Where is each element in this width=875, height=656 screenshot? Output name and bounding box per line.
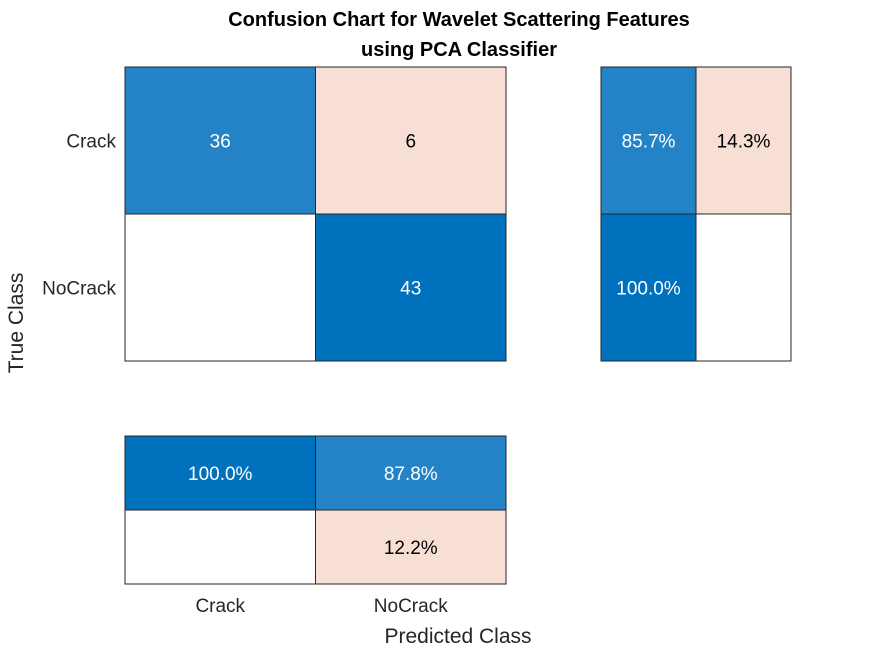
matrix-cell-0-0: [124, 66, 316, 215]
column-summary-cell-1-1-label: 12.2%: [384, 538, 438, 559]
row-summary-cell-1-0: [600, 213, 697, 362]
row-summary-cell-1-1: [695, 213, 792, 362]
row-summary-cell-0-0-label: 85.7%: [622, 132, 676, 153]
chart-title-line-2: using PCA Classifier: [361, 39, 557, 61]
chart-title-line-1: Confusion Chart for Wavelet Scattering F…: [228, 9, 690, 31]
y-axis-label: True Class: [5, 273, 28, 374]
column-summary-cell-0-1: [315, 435, 507, 511]
x-tick-label-1: NoCrack: [374, 596, 448, 617]
x-tick-label-0: Crack: [195, 596, 245, 617]
column-summary: 100.0% 87.8% 12.2%: [124, 435, 507, 585]
tick-labels: Crack Crack NoCrack NoCrack: [42, 132, 448, 618]
matrix-cell-0-1-label: 6: [405, 132, 416, 153]
matrix-cell-1-0: [124, 213, 316, 362]
column-summary-cell-0-1-label: 87.8%: [384, 464, 438, 485]
matrix-cell-1-1-label: 43: [400, 279, 421, 300]
matrix-cell-1-1: [315, 213, 507, 362]
column-summary-cell-1-0: [124, 509, 316, 585]
x-axis-label: Predicted Class: [384, 625, 531, 648]
confusion-matrix: 36 6 43: [124, 66, 507, 362]
column-summary-cell-0-0-label: 100.0%: [188, 464, 253, 485]
row-summary-cell-0-0: [600, 66, 697, 215]
row-summary-cell-1-0-label: 100.0%: [616, 279, 681, 300]
matrix-cell-0-0-label: 36: [210, 132, 231, 153]
row-summary-cell-0-1-label: 14.3%: [717, 132, 771, 153]
column-summary-cell-1-1: [315, 509, 507, 585]
y-tick-label-0: Crack: [66, 132, 116, 153]
y-tick-label-1: NoCrack: [42, 279, 116, 300]
matrix-cell-0-1: [315, 66, 507, 215]
row-summary-cell-0-1: [695, 66, 792, 215]
row-summary: 85.7% 14.3% 100.0%: [600, 66, 792, 362]
